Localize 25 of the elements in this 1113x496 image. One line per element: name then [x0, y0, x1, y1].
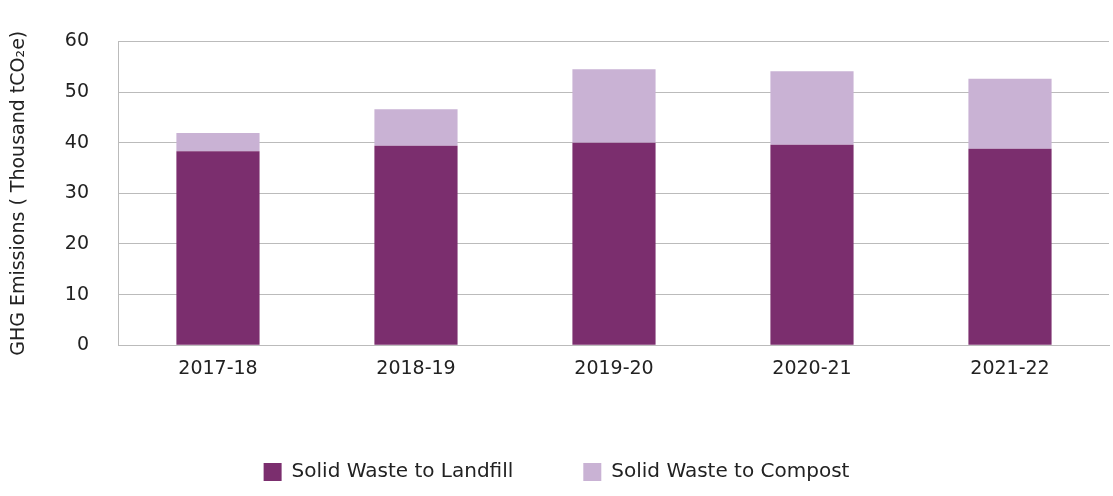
- legend-label: Solid Waste to Landfill: [291, 458, 514, 483]
- y-tick-label: 20: [64, 230, 89, 253]
- bar: [572, 142, 656, 345]
- y-tick-label: 60: [64, 28, 89, 51]
- bar: [374, 109, 458, 146]
- bar: [968, 148, 1052, 345]
- bar: [770, 71, 854, 145]
- legend-label: Solid Waste to Compost: [611, 458, 850, 483]
- bar: [176, 133, 260, 152]
- bar: [176, 151, 260, 345]
- y-tick-label: 0: [76, 332, 89, 355]
- bar: [374, 145, 458, 345]
- y-axis-title: GHG Emissions ( Thousand tCO₂e): [6, 30, 29, 356]
- y-tick-label: 40: [64, 129, 89, 152]
- x-tick-label: 2017-18: [178, 355, 258, 378]
- bar: [572, 69, 656, 143]
- bar: [770, 144, 854, 345]
- y-tick-label: 10: [64, 281, 89, 304]
- y-tick-label: 30: [64, 180, 89, 203]
- x-tick-label: 2020-21: [772, 355, 852, 378]
- x-tick-label: 2019-20: [574, 355, 654, 378]
- y-tick-label: 50: [64, 78, 89, 101]
- x-tick-label: 2021-22: [970, 355, 1050, 378]
- bar: [968, 78, 1052, 149]
- x-tick-label: 2018-19: [376, 355, 456, 378]
